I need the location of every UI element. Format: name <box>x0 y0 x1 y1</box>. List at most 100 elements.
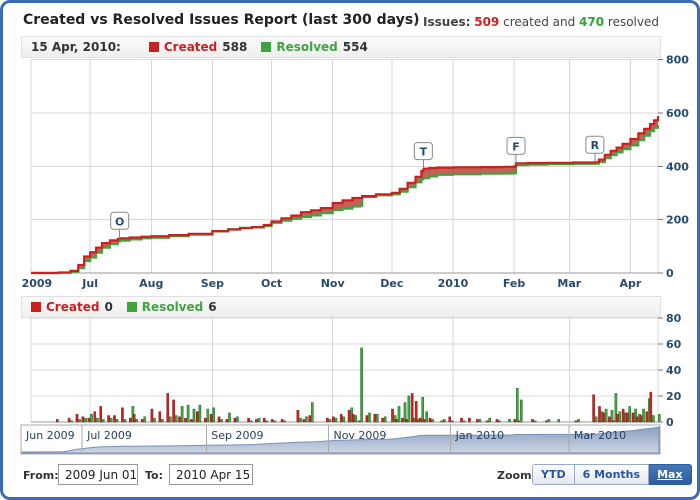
resolved-bar[interactable] <box>533 420 537 423</box>
created-bar[interactable] <box>255 419 258 423</box>
created-bar[interactable] <box>302 419 306 423</box>
resolved-bar[interactable] <box>109 417 113 423</box>
resolved-bar[interactable] <box>84 417 87 423</box>
created-bar[interactable] <box>418 417 422 423</box>
resolved-bar[interactable] <box>101 419 105 423</box>
resolved-bar[interactable] <box>498 420 501 423</box>
created-bar[interactable] <box>391 408 394 423</box>
resolved-bar[interactable] <box>212 407 216 423</box>
created-bar[interactable] <box>460 417 463 423</box>
resolved-bar[interactable] <box>383 416 387 423</box>
resolved-bar[interactable] <box>334 417 338 423</box>
created-bar[interactable] <box>93 411 97 423</box>
flag-marker[interactable] <box>585 135 605 154</box>
created-bar[interactable] <box>225 419 229 423</box>
resolved-series-line[interactable] <box>31 125 660 275</box>
resolved-bar[interactable] <box>342 416 346 423</box>
created-bar[interactable] <box>166 393 170 423</box>
created-bar[interactable] <box>178 416 181 423</box>
resolved-bar[interactable] <box>520 399 523 423</box>
resolved-bar[interactable] <box>610 410 614 423</box>
created-bar[interactable] <box>639 415 643 423</box>
resolved-bar[interactable] <box>168 416 172 423</box>
resolved-bar[interactable] <box>143 416 147 423</box>
flag-marker[interactable] <box>413 142 433 161</box>
resolved-bar[interactable] <box>594 416 598 423</box>
resolved-bar[interactable] <box>220 419 223 423</box>
to-date-input[interactable] <box>169 464 253 485</box>
resolved-bar[interactable] <box>508 419 511 423</box>
created-bar[interactable] <box>263 417 266 423</box>
created-bar[interactable] <box>476 419 479 423</box>
zoom-max-button[interactable]: Max <box>649 464 692 485</box>
resolved-bar[interactable] <box>228 412 231 423</box>
resolved-bar[interactable] <box>180 406 184 423</box>
created-bar[interactable] <box>132 414 136 423</box>
resolved-bar[interactable] <box>604 408 608 423</box>
created-bar[interactable] <box>635 416 639 423</box>
created-bar[interactable] <box>113 415 116 423</box>
created-bar[interactable] <box>381 417 384 423</box>
resolved-bar[interactable] <box>397 406 401 423</box>
resolved-bar[interactable] <box>557 419 560 423</box>
created-bar[interactable] <box>513 419 517 423</box>
created-bar[interactable] <box>140 419 144 423</box>
created-bar[interactable] <box>75 414 79 423</box>
flag-marker[interactable] <box>506 136 526 155</box>
flag-marker[interactable] <box>110 211 130 230</box>
resolved-legend-label[interactable]: Resolved <box>276 40 338 54</box>
daily-created-legend-label[interactable]: Created <box>46 300 100 314</box>
created-bar[interactable] <box>326 417 329 423</box>
created-bar[interactable] <box>270 419 274 423</box>
created-bar[interactable] <box>347 410 351 423</box>
resolved-bar[interactable] <box>488 417 492 423</box>
created-bar[interactable] <box>87 417 91 423</box>
resolved-bar[interactable] <box>628 406 631 423</box>
created-bar[interactable] <box>217 416 221 423</box>
created-bar[interactable] <box>373 414 377 423</box>
created-bar[interactable] <box>158 411 162 423</box>
resolved-bar[interactable] <box>198 404 202 423</box>
created-bar[interactable] <box>625 412 629 423</box>
resolved-bar[interactable] <box>354 415 358 423</box>
resolved-bar[interactable] <box>462 420 466 423</box>
created-bar[interactable] <box>468 417 471 423</box>
resolved-bar[interactable] <box>516 388 519 423</box>
created-bar[interactable] <box>616 414 619 423</box>
created-bar[interactable] <box>357 420 361 423</box>
resolved-bar[interactable] <box>376 414 379 423</box>
created-bar[interactable] <box>428 417 432 423</box>
resolved-bar[interactable] <box>407 395 411 423</box>
resolved-bar[interactable] <box>236 416 239 423</box>
resolved-bar[interactable] <box>257 417 261 423</box>
daily-resolved-legend-label[interactable]: Resolved <box>141 300 204 314</box>
created-bar[interactable] <box>395 419 398 423</box>
created-bar[interactable] <box>448 416 452 423</box>
created-bar[interactable] <box>107 415 110 423</box>
created-bar[interactable] <box>410 393 414 423</box>
created-bar[interactable] <box>598 406 601 423</box>
created-bar[interactable] <box>209 414 213 423</box>
navigator-area[interactable] <box>21 426 660 454</box>
created-bar[interactable] <box>67 417 71 423</box>
created-bar[interactable] <box>621 408 625 423</box>
created-bar[interactable] <box>592 394 595 423</box>
created-bar[interactable] <box>485 420 489 423</box>
resolved-bar[interactable] <box>443 419 446 423</box>
created-bar[interactable] <box>99 406 102 423</box>
from-date-input[interactable] <box>58 464 138 485</box>
resolved-bar[interactable] <box>421 397 425 423</box>
created-bar[interactable] <box>649 391 653 423</box>
created-bar[interactable] <box>128 417 132 423</box>
created-bar[interactable] <box>612 420 615 423</box>
resolved-bar[interactable] <box>547 419 551 423</box>
resolved-bar[interactable] <box>577 419 580 423</box>
created-bar[interactable] <box>631 412 635 423</box>
resolved-bar[interactable] <box>658 414 661 423</box>
created-bar[interactable] <box>184 417 187 423</box>
resolved-bar[interactable] <box>614 393 618 423</box>
created-bar[interactable] <box>531 419 534 423</box>
created-bar[interactable] <box>422 419 426 423</box>
created-bar[interactable] <box>495 419 499 423</box>
resolved-bar[interactable] <box>115 419 119 423</box>
